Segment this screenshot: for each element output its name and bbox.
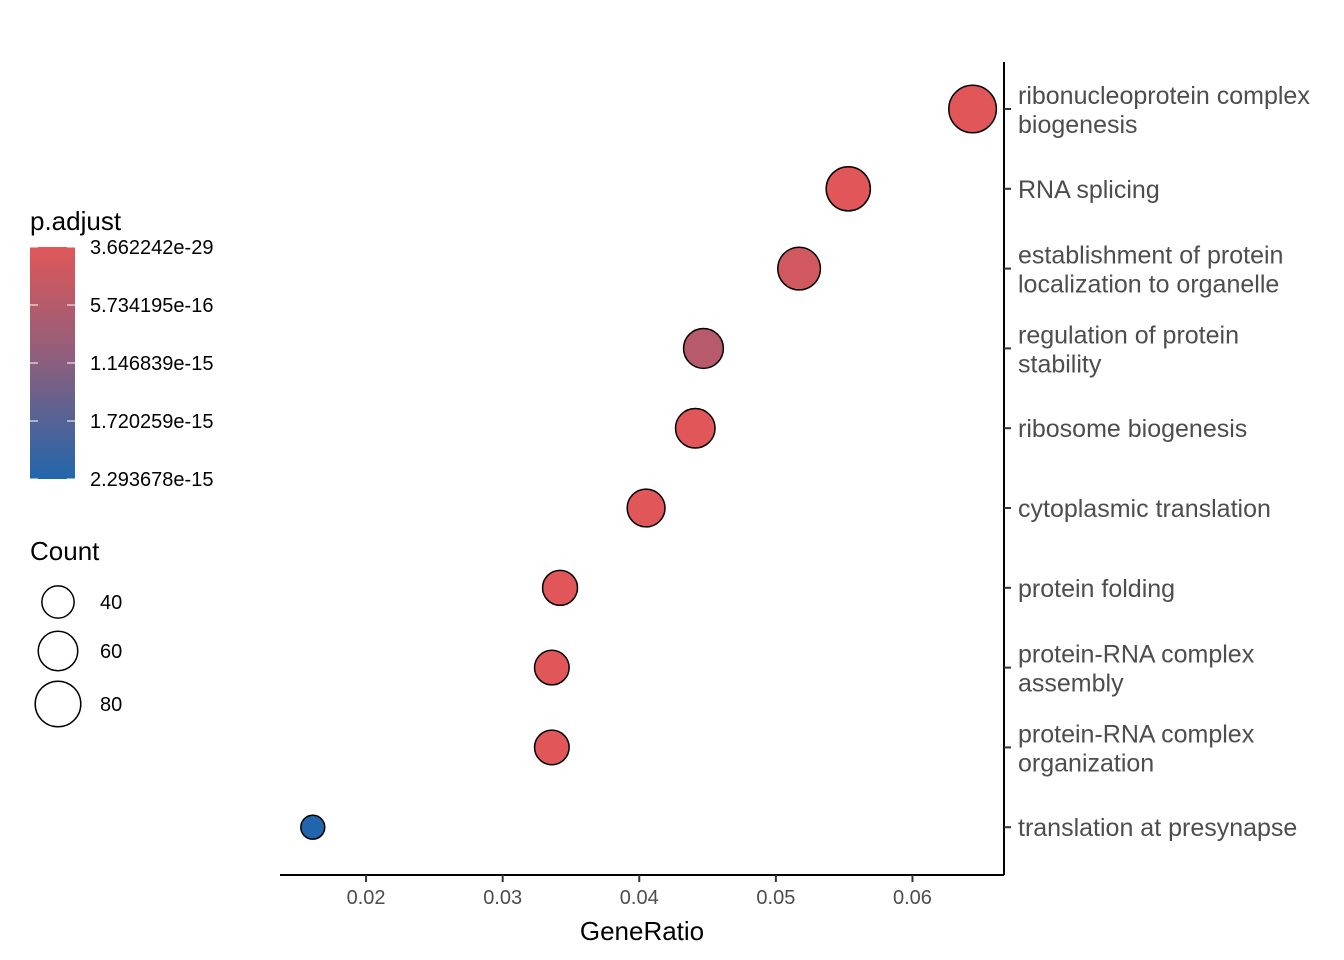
p-adjust-legend-title: p.adjust <box>30 206 122 236</box>
category-label: protein-RNA complex assembly <box>1018 641 1255 698</box>
category-label: translation at presynapse <box>1018 814 1297 842</box>
category-label: regulation of protein stability <box>1018 321 1239 378</box>
x-axis-title: GeneRatio <box>580 916 704 946</box>
data-point <box>674 407 716 449</box>
color-legend-label: 2.293678e-15 <box>90 469 213 491</box>
category-label: protein folding <box>1018 575 1175 603</box>
category-label: RNA splicing <box>1018 176 1160 204</box>
data-point <box>300 814 326 840</box>
data-point <box>541 569 579 607</box>
count-legend: Count 40 60 80 <box>30 536 122 728</box>
count-legend-title: Count <box>30 536 100 566</box>
color-legend-label: 1.146839e-15 <box>90 353 213 375</box>
x-tick-label: 0.03 <box>483 887 522 909</box>
size-legend-circle <box>34 680 82 728</box>
size-legend-label: 40 <box>100 592 122 614</box>
size-legend-circle <box>41 585 75 619</box>
p-adjust-legend: p.adjust 3.662242e-29 5.734195e-16 1.14683… <box>30 206 213 491</box>
x-tick-label: 0.05 <box>756 887 795 909</box>
size-legend-label: 80 <box>100 694 122 716</box>
x-tick-label: 0.04 <box>620 887 659 909</box>
color-legend-label: 1.720259e-15 <box>90 411 213 433</box>
data-point <box>626 488 666 528</box>
x-tick-label: 0.02 <box>347 887 386 909</box>
data-point <box>682 327 725 370</box>
category-label: establishment of protein localization to … <box>1018 242 1283 299</box>
data-point <box>533 649 570 686</box>
data-point <box>533 729 570 766</box>
category-label: cytoplasmic translation <box>1018 495 1271 523</box>
category-label: ribosome biogenesis <box>1018 415 1247 443</box>
size-legend-circle <box>37 630 79 672</box>
color-legend-label: 5.734195e-16 <box>90 295 213 317</box>
data-point <box>825 165 872 212</box>
plot-area: 0.02 0.03 0.04 0.05 0.06 ribonucleoprotein c… <box>280 62 1310 946</box>
color-legend-label: 3.662242e-29 <box>90 237 213 259</box>
size-legend-label: 60 <box>100 641 122 663</box>
x-tick-label: 0.06 <box>893 887 932 909</box>
data-point <box>948 84 998 134</box>
category-label: ribonucleoprotein complex biogenesis <box>1018 82 1310 139</box>
data-point <box>777 246 822 291</box>
category-label: protein-RNA complex organization <box>1018 720 1255 777</box>
